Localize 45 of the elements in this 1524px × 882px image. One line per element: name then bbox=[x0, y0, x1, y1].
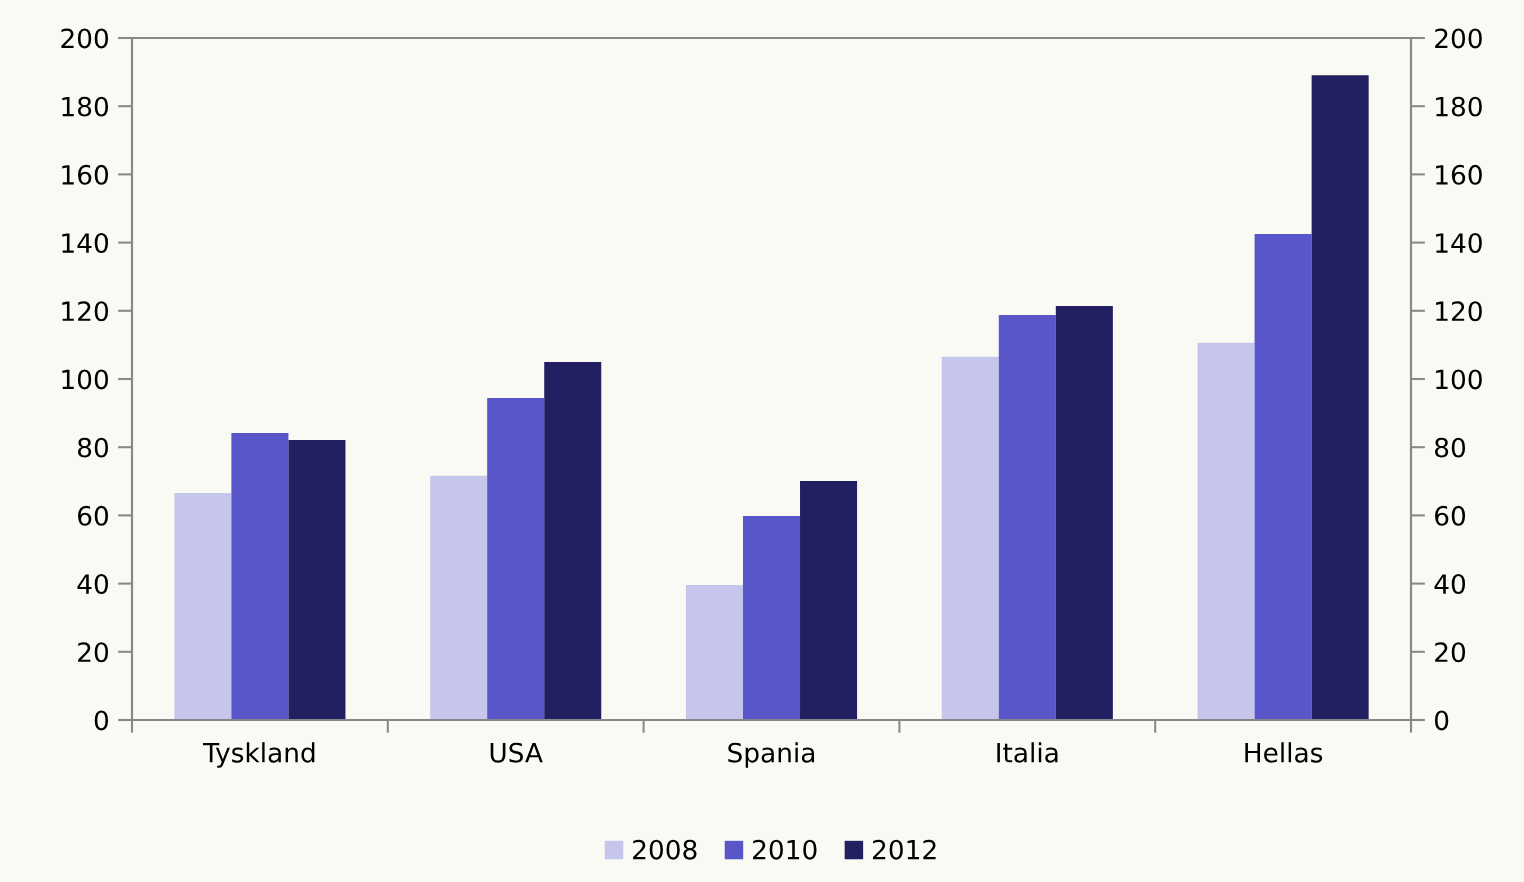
y2-tick-label: 160 bbox=[1436, 164, 1482, 185]
x-tick-label: Spania bbox=[728, 742, 815, 768]
bar bbox=[231, 432, 289, 720]
y-tick-label: 160 bbox=[62, 164, 109, 185]
bar bbox=[430, 475, 488, 720]
y-tick-label: 140 bbox=[62, 233, 109, 253]
bar bbox=[544, 361, 602, 720]
x-tick-label: USA bbox=[490, 742, 543, 763]
x-tick-label: Hellas bbox=[1245, 742, 1323, 763]
bar bbox=[1055, 306, 1113, 720]
y-tick-label: 180 bbox=[62, 96, 109, 117]
y-tick-label: 20 bbox=[78, 642, 109, 663]
y2-tick-label: 180 bbox=[1436, 96, 1482, 117]
x-tick-label: Tyskland bbox=[203, 742, 315, 768]
y-tick-label: 40 bbox=[77, 574, 109, 594]
bar bbox=[998, 314, 1056, 720]
bar bbox=[1254, 234, 1312, 720]
y-tick-label: 100 bbox=[62, 369, 109, 390]
y2-tick-label: 120 bbox=[1436, 301, 1482, 322]
y-tick-label: 0 bbox=[94, 710, 109, 731]
y-tick-label: 120 bbox=[62, 301, 109, 322]
bar bbox=[1311, 75, 1369, 720]
bar bbox=[685, 584, 743, 720]
y2-tick-label: 100 bbox=[1436, 369, 1482, 390]
bar bbox=[742, 516, 801, 720]
y2-tick-label: 80 bbox=[1435, 437, 1466, 458]
y2-tick-label: 140 bbox=[1436, 233, 1482, 253]
y-tick-label: 60 bbox=[78, 505, 109, 526]
legend-label: 2012 bbox=[872, 839, 936, 860]
x-tick-label: Italia bbox=[997, 742, 1058, 763]
bar bbox=[941, 356, 999, 720]
y-tick-label: 200 bbox=[61, 28, 109, 49]
bar bbox=[288, 440, 346, 720]
y2-tick-label: 40 bbox=[1434, 574, 1466, 594]
legend-label: 2010 bbox=[753, 839, 817, 860]
y2-tick-label: 0 bbox=[1434, 710, 1449, 731]
bar bbox=[487, 398, 545, 720]
bar bbox=[174, 492, 232, 720]
y2-tick-label: 60 bbox=[1435, 505, 1466, 526]
y2-tick-label: 200 bbox=[1435, 28, 1482, 49]
bar bbox=[1197, 342, 1255, 720]
bar bbox=[800, 480, 858, 720]
y-tick-label: 80 bbox=[77, 437, 109, 458]
legend-label: 2008 bbox=[633, 839, 697, 860]
y2-tick-label: 20 bbox=[1435, 642, 1466, 663]
